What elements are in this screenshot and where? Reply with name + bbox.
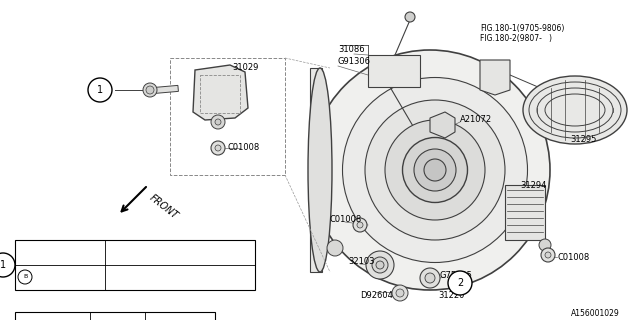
Circle shape — [366, 251, 394, 279]
Text: A81004: A81004 — [20, 319, 49, 320]
Text: 2: 2 — [457, 278, 463, 288]
Bar — [148, 85, 179, 94]
Circle shape — [143, 83, 157, 97]
Text: 31220: 31220 — [438, 291, 465, 300]
Circle shape — [543, 87, 553, 97]
Text: FRONT: FRONT — [148, 193, 180, 221]
Circle shape — [545, 252, 551, 258]
Circle shape — [146, 86, 154, 94]
Text: 010510450(2): 010510450(2) — [35, 273, 90, 282]
Ellipse shape — [342, 77, 527, 262]
Bar — [505, 185, 545, 240]
Circle shape — [396, 289, 404, 297]
Text: 32103: 32103 — [348, 258, 374, 267]
Bar — [15, 312, 215, 320]
Ellipse shape — [523, 76, 627, 144]
Text: 31029: 31029 — [232, 63, 259, 73]
Text: 31294: 31294 — [520, 180, 547, 189]
Polygon shape — [430, 112, 455, 138]
Text: 1: 1 — [97, 85, 103, 95]
Bar — [310, 68, 322, 272]
Text: A156001029: A156001029 — [572, 308, 620, 317]
Circle shape — [357, 222, 363, 228]
Circle shape — [211, 115, 225, 129]
Circle shape — [405, 12, 415, 22]
Circle shape — [541, 248, 555, 262]
Text: B: B — [23, 275, 27, 279]
Text: 31086: 31086 — [338, 45, 365, 54]
Text: G91306: G91306 — [338, 58, 371, 67]
Circle shape — [211, 141, 225, 155]
Text: 31295: 31295 — [570, 135, 596, 145]
Bar — [15, 240, 255, 290]
Bar — [368, 55, 420, 87]
Circle shape — [0, 253, 15, 277]
Text: C01008: C01008 — [558, 253, 590, 262]
Text: (9807-0004): (9807-0004) — [110, 247, 157, 257]
Circle shape — [376, 261, 384, 269]
Circle shape — [392, 285, 408, 301]
Circle shape — [215, 145, 221, 151]
Circle shape — [420, 268, 440, 288]
Circle shape — [425, 273, 435, 283]
Circle shape — [215, 119, 221, 125]
Ellipse shape — [414, 149, 456, 191]
Ellipse shape — [403, 138, 467, 203]
Text: A21097: A21097 — [21, 247, 51, 257]
Ellipse shape — [385, 120, 485, 220]
Text: <: < — [93, 319, 99, 320]
Ellipse shape — [424, 159, 446, 181]
Circle shape — [539, 239, 551, 251]
Text: C01008: C01008 — [228, 143, 260, 153]
Ellipse shape — [365, 100, 505, 240]
Text: -0108>: -0108> — [148, 319, 176, 320]
Polygon shape — [480, 60, 510, 95]
Circle shape — [88, 78, 112, 102]
Bar — [200, 75, 240, 113]
Text: C01008: C01008 — [330, 215, 362, 225]
Circle shape — [448, 271, 472, 295]
Text: G75005: G75005 — [440, 270, 473, 279]
Text: FIG.180-2(9807-   ): FIG.180-2(9807- ) — [480, 34, 552, 43]
Circle shape — [372, 257, 388, 273]
Circle shape — [327, 240, 343, 256]
Text: (0005-      ): (0005- ) — [110, 273, 152, 282]
Ellipse shape — [310, 50, 550, 290]
Polygon shape — [193, 65, 248, 120]
Text: 1: 1 — [0, 260, 6, 270]
Text: D92604: D92604 — [360, 291, 393, 300]
Circle shape — [353, 218, 367, 232]
Circle shape — [18, 270, 32, 284]
Text: A21072: A21072 — [460, 116, 492, 124]
Ellipse shape — [308, 68, 332, 272]
Text: FIG.180-1(9705-9806): FIG.180-1(9705-9806) — [480, 23, 564, 33]
